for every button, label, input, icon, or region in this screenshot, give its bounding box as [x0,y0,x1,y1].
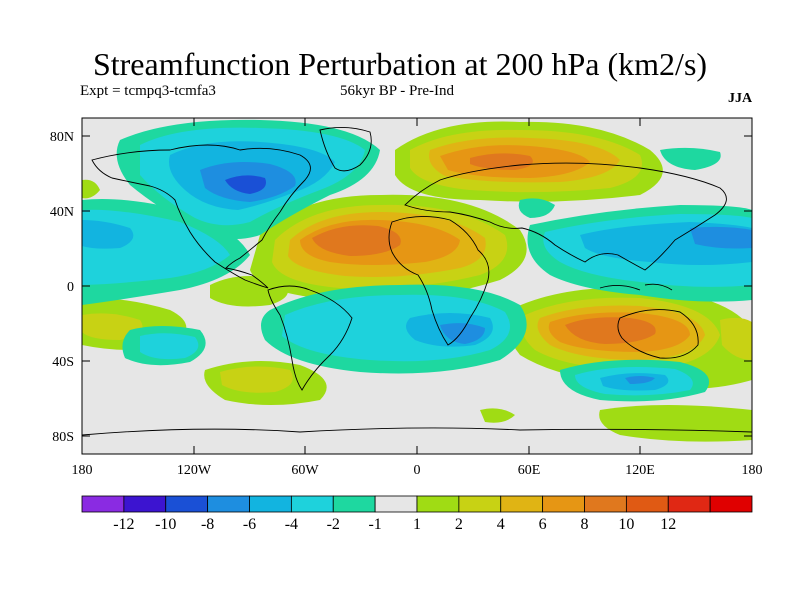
axis-ticks [82,118,752,454]
colorbar-swatch [81,495,125,513]
greenland-outline [319,127,372,172]
colorbar-swatch [625,495,669,513]
colorbar-swatch [165,495,209,513]
colorbar-swatch [374,495,418,513]
lat-label-0: 0 [67,280,74,295]
season-label: JJA [728,91,753,106]
lon-label-180w: 180 [72,463,93,478]
colorbar [81,495,753,513]
colorbar-label: 1 [413,516,421,533]
colorbar-label: -12 [113,516,134,533]
lon-label-0: 0 [414,463,421,478]
lat-label-80n: 80N [50,130,74,145]
colorbar-label: 6 [539,516,547,533]
south-america-outline [267,285,353,391]
lat-label-40n: 40N [50,205,74,220]
colorbar-swatch [207,495,250,513]
colorbar-label: -1 [368,516,381,533]
colorbar-swatch [709,495,753,513]
colorbar-swatch [290,495,334,513]
lon-label-120w: 120W [177,463,212,478]
indonesia-outline [599,283,673,291]
lat-label-40s: 40S [52,355,74,370]
colorbar-swatch [458,495,502,513]
colorbar-swatch [584,495,627,513]
australia-outline [617,309,699,359]
colorbar-label: 2 [455,516,463,533]
colorbar-label: -6 [243,516,256,533]
lon-label-60e: 60E [518,463,541,478]
experiment-label: Expt = tcmpq3-tcmfa3 [80,83,216,99]
colorbar-label: 8 [581,516,589,533]
longitude-labels: 180 120W 60W 0 60E 120E 180 [72,463,763,478]
positive-anomaly-layer-5 [312,153,656,344]
colorbar-label: -10 [155,516,176,533]
africa-outline [388,216,490,346]
colorbar-swatch [249,495,292,513]
lon-label-180e: 180 [742,463,763,478]
lon-label-60w: 60W [291,463,319,478]
colorbar-swatch [667,495,711,513]
lon-label-120e: 120E [625,463,655,478]
colorbar-label: 4 [497,516,505,533]
colorbar-label: 10 [618,516,634,533]
coastlines [82,127,752,436]
map-panel [82,118,752,454]
eurasia-outline [404,162,727,271]
latitude-labels: 80N 40N 0 40S 80S [50,130,74,445]
colorbar-swatch [332,495,376,513]
colorbar-swatch [542,495,585,513]
colorbar-label: -8 [201,516,214,533]
colorbar-label: 12 [660,516,676,533]
map-title: Streamfunction Perturbation at 200 hPa (… [92,46,708,82]
period-label: 56kyr BP - Pre-Ind [340,83,455,99]
negative-anomaly-layer-5 [225,175,266,194]
colorbar-swatch [500,495,544,513]
colorbar-swatch [416,495,460,513]
north-america-outline [91,144,311,289]
colorbar-label: -2 [327,516,340,533]
colorbar-labels: -12 -10 -8 -6 -4 -2 -1 1 2 4 6 8 10 12 [113,516,676,533]
colorbar-label: -4 [285,516,298,533]
colorbar-swatch [123,495,167,513]
lat-label-80s: 80S [52,430,74,445]
antarctica-outline [82,427,752,436]
